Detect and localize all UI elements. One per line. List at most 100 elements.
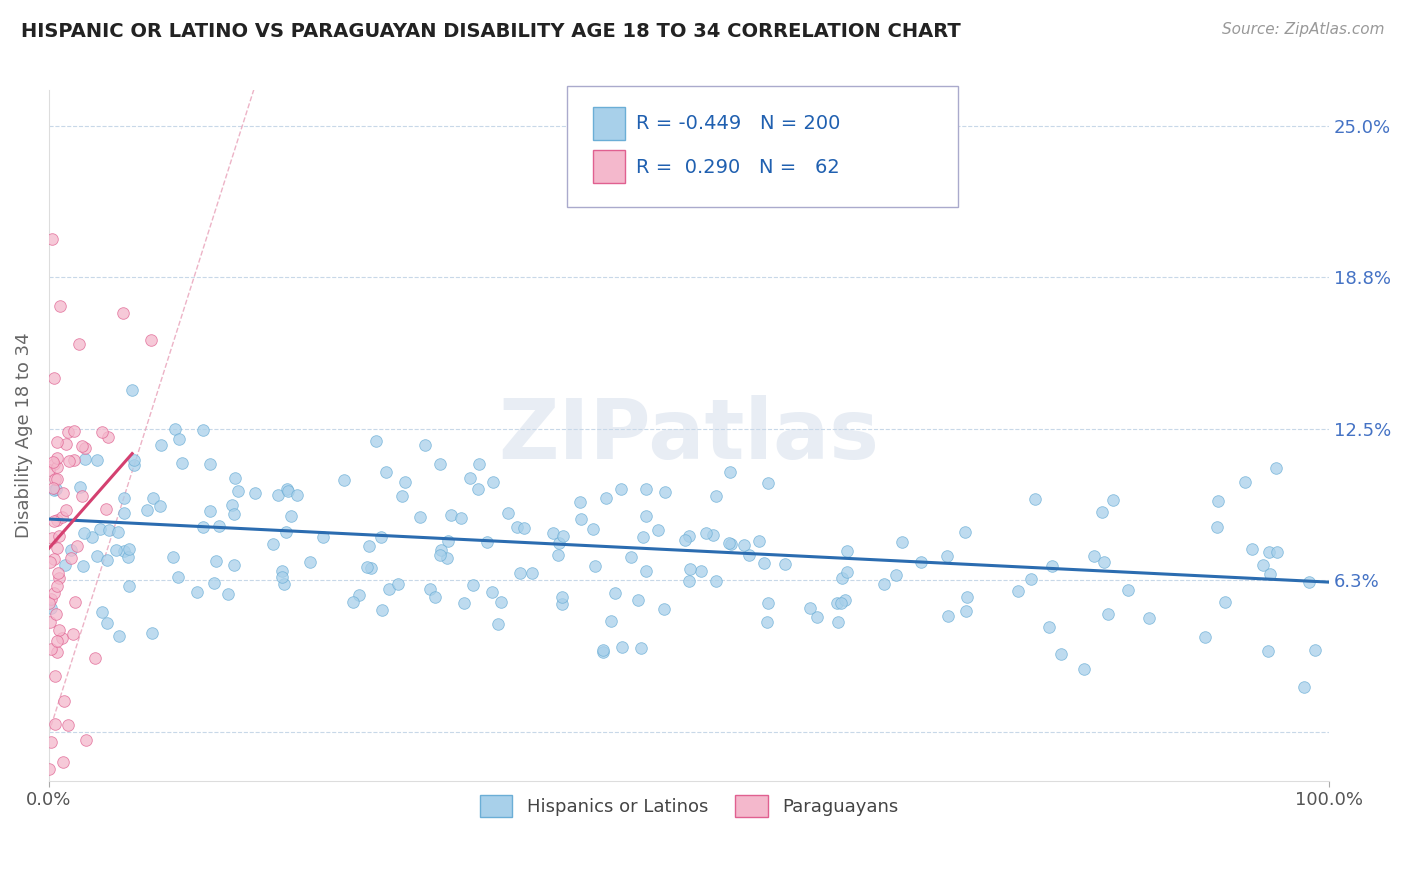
Point (1194, 630, 1216, 644)
Text: ZIPatlas: ZIPatlas (499, 395, 879, 476)
Point (463, 578, 485, 592)
Point (45, 607, 67, 622)
Point (167, 432, 190, 446)
Point (97, 523, 120, 537)
Point (42, 586, 65, 600)
Point (1258, 544, 1281, 558)
Point (717, 536, 740, 550)
Point (543, 525, 565, 540)
Point (104, 543, 127, 558)
Point (141, 333, 163, 347)
Point (1092, 555, 1115, 569)
Point (224, 471, 246, 485)
Point (44, 472, 66, 486)
Point (96, 553, 118, 567)
Point (1251, 558, 1274, 573)
Point (162, 549, 184, 564)
Point (468, 458, 491, 472)
Point (49, 299, 72, 313)
Text: HISPANIC OR LATINO VS PARAGUAYAN DISABILITY AGE 18 TO 34 CORRELATION CHART: HISPANIC OR LATINO VS PARAGUAYAN DISABIL… (21, 22, 960, 41)
Point (55, 436, 77, 450)
Point (371, 603, 394, 617)
Point (873, 576, 896, 591)
Point (799, 601, 821, 615)
Point (44, 669, 66, 683)
Point (631, 530, 654, 544)
Point (837, 565, 859, 579)
Point (58, 425, 80, 440)
Point (374, 465, 396, 479)
Point (475, 534, 498, 549)
Point (91, 605, 114, 619)
Point (48, 529, 70, 543)
Point (42, 552, 65, 566)
Point (600, 614, 623, 628)
Point (953, 525, 976, 540)
Point (1021, 573, 1043, 587)
Point (1118, 583, 1140, 598)
Point (647, 523, 669, 537)
Point (752, 556, 775, 570)
Point (38, 596, 60, 610)
Point (357, 539, 380, 553)
Point (453, 596, 475, 610)
Point (891, 535, 914, 549)
Point (46, 566, 69, 581)
Point (1298, 575, 1320, 590)
Point (910, 555, 932, 569)
Point (202, 576, 225, 591)
Point (1007, 583, 1029, 598)
Point (56, 718, 79, 732)
Point (142, 491, 165, 505)
Point (285, 488, 308, 502)
Point (551, 598, 574, 612)
Point (221, 498, 243, 512)
Point (425, 590, 447, 604)
Point (419, 582, 441, 596)
Point (720, 465, 742, 479)
Point (1303, 642, 1326, 657)
Point (748, 533, 770, 548)
Point (1257, 644, 1279, 658)
Point (149, 438, 172, 452)
Point (280, 508, 302, 523)
Point (53, 558, 76, 572)
Point (467, 482, 489, 496)
Point (191, 520, 214, 534)
Point (437, 533, 460, 548)
Point (80, 530, 103, 544)
Point (551, 590, 574, 604)
Point (39, 600, 62, 615)
Point (117, 550, 139, 565)
Point (73, 525, 96, 540)
Point (955, 604, 977, 618)
Point (436, 551, 458, 566)
Point (39, 735, 62, 749)
Point (63, 595, 86, 609)
Point (44, 483, 66, 497)
Point (548, 536, 571, 550)
Point (45, 579, 67, 593)
Point (135, 503, 157, 517)
Point (262, 537, 284, 551)
FancyBboxPatch shape (568, 87, 957, 207)
Point (366, 434, 388, 448)
Point (122, 458, 145, 472)
Point (243, 486, 266, 500)
Point (720, 537, 742, 551)
Point (42, 455, 65, 469)
Point (200, 504, 222, 518)
Point (1241, 542, 1264, 557)
Point (1258, 566, 1281, 581)
Point (111, 305, 134, 319)
Point (118, 542, 141, 557)
Point (45, 483, 67, 497)
Point (342, 595, 364, 609)
Point (38, 463, 60, 477)
Point (547, 549, 569, 563)
Point (755, 615, 778, 629)
Point (1213, 594, 1236, 608)
Point (45, 472, 67, 486)
Text: Source: ZipAtlas.com: Source: ZipAtlas.com (1222, 22, 1385, 37)
Point (51, 632, 73, 646)
